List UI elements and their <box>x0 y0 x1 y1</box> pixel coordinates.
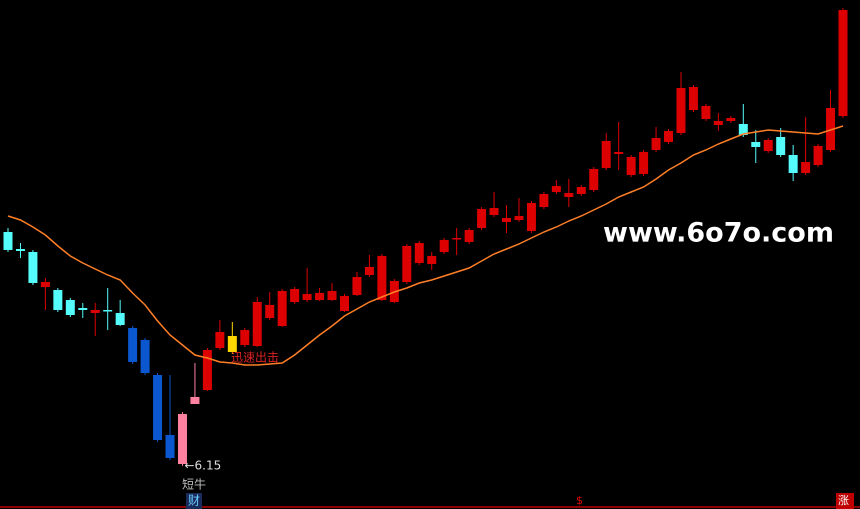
candle-body <box>377 256 387 300</box>
candle-body <box>489 208 499 215</box>
candle-body <box>103 310 113 312</box>
candle-body <box>502 218 512 222</box>
candle-body <box>514 216 524 220</box>
candle-body <box>589 169 599 190</box>
candle-body <box>65 300 75 315</box>
candle-body <box>751 142 761 147</box>
candle-body <box>302 294 312 300</box>
candle-body <box>701 106 711 119</box>
candle-body <box>551 186 561 192</box>
candle-body <box>202 350 212 390</box>
candle-body <box>427 256 437 264</box>
candle-body <box>227 336 237 352</box>
badge-dollar: $ <box>576 494 583 507</box>
candle-body <box>564 193 574 197</box>
candle-body <box>40 282 50 287</box>
candle-body <box>240 330 250 345</box>
candle-body <box>539 194 549 207</box>
candle-body <box>477 209 487 228</box>
candle-body <box>464 230 474 242</box>
badge-bg <box>836 493 854 509</box>
candle-body <box>601 141 611 168</box>
candle-body <box>838 10 848 116</box>
candle-body <box>3 232 13 250</box>
badge-bg <box>186 493 202 509</box>
candle-body <box>352 277 362 295</box>
candle-body <box>651 138 661 150</box>
signal-label: 迅速出击 <box>231 351 279 365</box>
candle-body <box>452 238 462 240</box>
candle-body <box>53 290 63 310</box>
candle-body <box>190 397 200 404</box>
candle-body <box>78 308 88 310</box>
candle-body <box>128 328 138 362</box>
candle-body <box>290 289 300 302</box>
candle-body <box>327 291 337 300</box>
candle-body <box>664 131 674 142</box>
candle-body <box>676 88 686 133</box>
candle-body <box>215 332 225 348</box>
candle-body <box>28 252 38 283</box>
candle-body <box>315 293 325 300</box>
candle-body <box>414 243 424 263</box>
watermark: www.6o7o.com <box>603 218 834 249</box>
candle-body <box>277 291 287 326</box>
candle-body <box>688 87 698 110</box>
candle-body <box>177 414 187 464</box>
candle-body <box>165 435 175 458</box>
candle-body <box>726 118 736 121</box>
indicator-label: 短牛 <box>182 477 206 492</box>
candle-body <box>826 108 836 150</box>
candle-body <box>813 146 823 165</box>
candle-body <box>626 157 636 175</box>
candle-body <box>639 152 649 174</box>
candle-body <box>339 296 349 311</box>
candle-body <box>738 124 748 135</box>
candle-body <box>364 267 374 275</box>
candle-body <box>115 313 125 325</box>
candle-body <box>526 203 536 231</box>
candle-body <box>788 155 798 173</box>
badge-zhang: 涨 <box>838 494 849 507</box>
candle-body <box>90 310 100 313</box>
candle-body <box>252 302 262 346</box>
candle-body <box>576 187 586 194</box>
candle-body <box>402 246 412 282</box>
badge-cai: 财 <box>188 494 200 508</box>
candle-body <box>614 152 624 154</box>
candle-body <box>15 249 25 251</box>
candle-body <box>439 240 449 252</box>
candle-body <box>140 340 150 373</box>
candle-body <box>801 162 811 173</box>
candle-body <box>265 305 275 318</box>
candle-body <box>713 121 723 125</box>
candle-body <box>763 140 773 151</box>
candle-body <box>153 375 163 440</box>
moving-average <box>7 125 844 366</box>
candle-body <box>776 137 786 155</box>
low-marker: ←6.15 <box>184 459 221 473</box>
